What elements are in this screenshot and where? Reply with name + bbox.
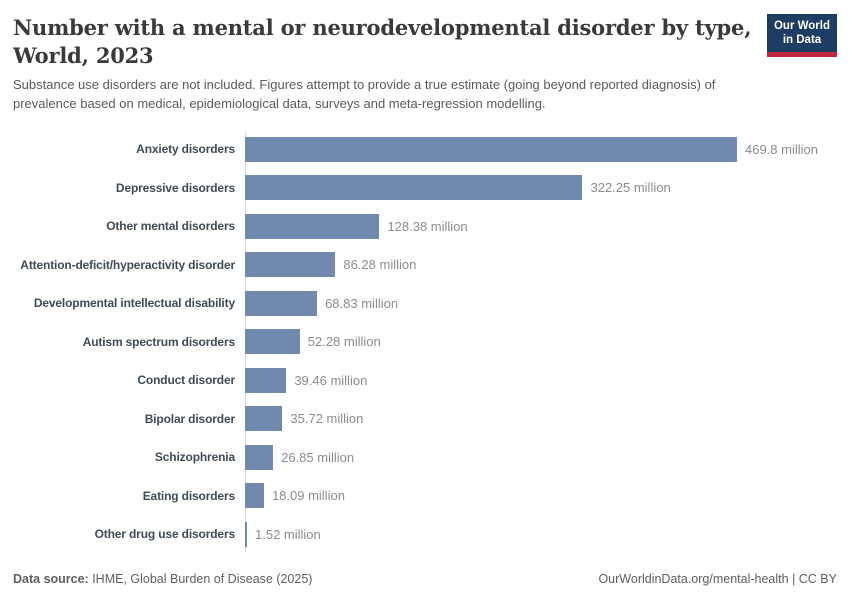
bar-track: 1.52 million [245, 515, 837, 554]
category-label: Schizophrenia [154, 450, 235, 465]
owid-logo-text: Our World in Data [767, 14, 837, 52]
bar[interactable] [245, 175, 583, 201]
bar-value-label: 26.85 million [281, 449, 355, 465]
title-block: Number with a mental or neurodevelopment… [13, 14, 757, 114]
chart-row: Autism spectrum disorders 52.28 million [13, 323, 837, 362]
bar-track: 52.28 million [245, 323, 837, 362]
owid-logo-line2: in Data [782, 33, 822, 46]
bar-track: 39.46 million [245, 361, 837, 400]
chart-row: Conduct disorder 39.46 million [13, 361, 837, 400]
bar[interactable] [245, 367, 287, 393]
bar-value-label: 39.46 million [294, 372, 368, 388]
bar-value-label: 469.8 million [745, 141, 818, 157]
category-label: Bipolar disorder [144, 411, 235, 426]
chart-row: Schizophrenia 26.85 million [13, 438, 837, 477]
bar[interactable] [245, 213, 380, 239]
category-label: Depressive disorders [115, 180, 235, 195]
chart-row: Eating disorders 18.09 million [13, 477, 837, 516]
category-label: Conduct disorder [137, 373, 235, 388]
data-source-note: Data source: IHME, Global Burden of Dise… [13, 572, 312, 586]
bar-value-label: 1.52 million [255, 526, 321, 542]
bar-track: 322.25 million [245, 169, 837, 208]
bar-chart: Anxiety disorders 469.8 million Depressive… [13, 130, 837, 554]
bar-value-label: 18.09 million [271, 488, 345, 504]
bar[interactable] [245, 136, 737, 162]
chart-row: Bipolar disorder 35.72 million [13, 400, 837, 439]
bar[interactable] [245, 521, 247, 547]
bar[interactable] [245, 290, 318, 316]
bar-value-label: 86.28 million [343, 257, 417, 273]
category-label: Other mental disorders [106, 219, 235, 234]
footer-link[interactable]: OurWorldinData.org/mental-health | CC BY [598, 572, 837, 586]
category-label: Anxiety disorders [136, 142, 235, 157]
chart-row: Developmental intellectual disability 68.… [13, 284, 837, 323]
bar-track: 68.83 million [245, 284, 837, 323]
bar-track: 26.85 million [245, 438, 837, 477]
category-label: Autism spectrum disorders [82, 334, 235, 349]
chart-header: Number with a mental or neurodevelopment… [13, 14, 837, 114]
data-source-label: Data source: [13, 572, 89, 586]
chart-row: Attention-deficit/hyperactivity disorder… [13, 246, 837, 285]
bar[interactable] [245, 252, 336, 278]
chart-rows: Anxiety disorders 469.8 million Depressive… [13, 130, 837, 554]
bar-track: 18.09 million [245, 477, 837, 516]
bar-value-label: 52.28 million [307, 334, 381, 350]
bar-value-label: 128.38 million [387, 218, 468, 234]
bar[interactable] [245, 483, 264, 509]
chart-row: Depressive disorders 322.25 million [13, 169, 837, 208]
data-source-text: IHME, Global Burden of Disease (2025) [88, 572, 313, 586]
bar-value-label: 322.25 million [590, 180, 671, 196]
category-label: Other drug use disorders [94, 527, 236, 542]
chart-row: Other mental disorders 128.38 million [13, 207, 837, 246]
chart-row: Other drug use disorders 1.52 million [13, 515, 837, 554]
category-label: Attention-deficit/hyperactivity disorder [20, 257, 235, 272]
bar-track: 128.38 million [245, 207, 837, 246]
category-label: Developmental intellectual disability [33, 296, 235, 311]
owid-logo-line1: Our World [773, 20, 830, 32]
bar-track: 86.28 million [245, 246, 837, 285]
bar[interactable] [245, 406, 283, 432]
chart-row: Anxiety disorders 469.8 million [13, 130, 837, 169]
bar-track: 35.72 million [245, 400, 837, 439]
bar-value-label: 35.72 million [290, 411, 364, 427]
chart-footer: Data source: IHME, Global Burden of Dise… [13, 572, 837, 586]
bar-value-label: 68.83 million [325, 295, 399, 311]
category-label: Eating disorders [142, 488, 235, 503]
bar[interactable] [245, 329, 300, 355]
bar[interactable] [245, 444, 274, 470]
chart-subtitle: Substance use disorders are not included… [13, 77, 716, 112]
bar-track: 469.8 million [245, 130, 837, 169]
owid-logo[interactable]: Our World in Data [767, 14, 837, 57]
chart-title: Number with a mental or neurodevelopment… [13, 15, 752, 68]
owid-logo-accent-strip [767, 52, 837, 57]
